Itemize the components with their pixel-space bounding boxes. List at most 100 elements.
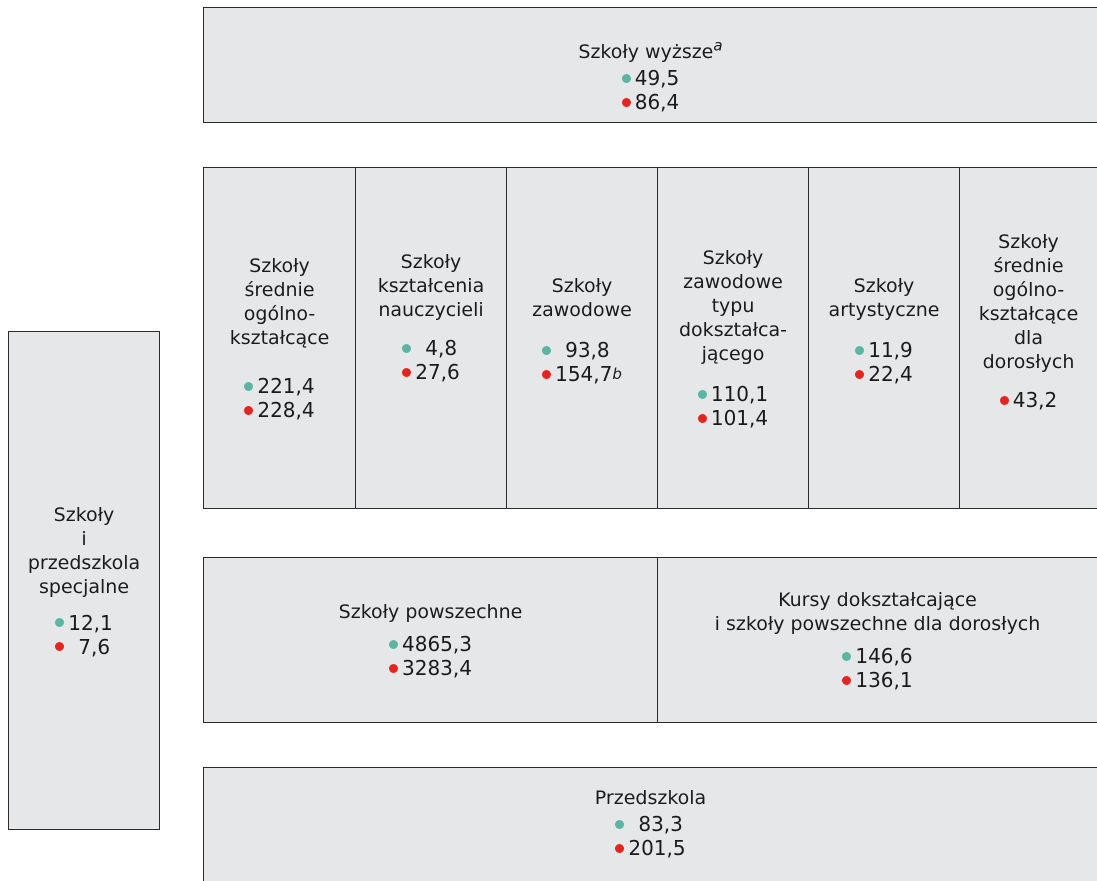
red-dot-icon [389,663,398,673]
values-szkoly-wyzsze: 49,5 86,4 [621,66,680,114]
value-row-red: 43,2 [999,388,1058,412]
cell-zawodowe: Szkoły zawodowe 93,8 154,7 b [506,168,657,508]
teal-dot-icon [244,381,254,391]
values-artystyczne: 11,9 22,4 [855,338,913,386]
values-powszechne: 4865,3 3283,4 [389,632,472,680]
value-row-teal: 93,8 [542,338,622,362]
value-row-red: 86,4 [621,90,680,114]
value-red: 43,2 [1012,388,1058,412]
value-red: 201,5 [628,836,686,860]
value-row-red: 7,6 [55,635,113,659]
cell-artystyczne: Szkoły artystyczne 11,9 22,4 [808,168,959,508]
values-zawodowe-dokszt: 110,1 101,4 [697,382,769,430]
teal-dot-icon [842,651,852,661]
box-primary-schools: Szkoły powszechne 4865,3 3283,4 Kursy do… [203,557,1097,723]
value-red: 154,7 [555,362,613,386]
value-red: 27,6 [415,360,460,384]
value-row-teal: 110,1 [697,382,769,406]
box-secondary-schools: Szkoły średnie ogólno- kształcące 221,4 … [203,167,1097,509]
value-row-teal: 12,1 [55,611,113,635]
value-teal: 146,6 [855,644,913,668]
teal-dot-icon [389,639,398,649]
cell-ksztalcenia-nauczycieli: Szkoły kształcenia nauczycieli 4,8 27,6 [355,168,506,508]
values-zawodowe: 93,8 154,7 b [542,338,622,386]
value-red: 228,4 [257,398,315,422]
value-red: 86,4 [634,90,680,114]
box-szkoly-wyzsze: Szkoły wyższea 49,5 86,4 [203,7,1097,123]
value-red: 7,6 [78,634,111,659]
value-red: 101,4 [710,406,769,430]
value-row-red: 3283,4 [389,656,472,680]
label-zawodowe-dokszt: Szkoły zawodowe typu dokształca- jącego [679,247,787,365]
cell-powszechne: Szkoły powszechne 4865,3 3283,4 [204,558,657,722]
label-specjalne: Szkoły i przedszkola specjalne [27,503,141,598]
value-teal: 110,1 [710,382,769,406]
teal-dot-icon [615,819,625,829]
values-ksztalcenia-nauczycieli: 4,8 27,6 [402,336,460,384]
red-dot-icon [615,843,625,853]
values-srednie-dorosli: 43,2 [999,388,1058,412]
value-row-red: 201,5 [615,836,686,860]
label-kursy: Kursy dokształcające i szkoły powszechne… [714,589,1041,635]
value-teal: 93,8 [565,338,610,362]
value-row-red: 101,4 [697,406,769,430]
values-przedszkola: 83,3 201,5 [615,812,686,860]
value-teal: 12,1 [68,610,113,635]
value-row-teal: 4865,3 [389,632,472,656]
value-row-red: 154,7 b [542,362,622,386]
value-red: 136,1 [855,668,913,692]
label-szkoly-wyzsze: Szkoły wyższe [578,41,714,63]
values-srednie-ogolnoksztalcace: 221,4 228,4 [244,374,315,422]
value-teal: 221,4 [257,374,315,398]
cell-specjalne: Szkoły i przedszkola specjalne 12,1 7,6 [9,332,159,829]
value-teal: 11,9 [868,338,913,362]
value-row-red: 136,1 [842,668,913,692]
label-srednie-ogolnoksztalcace: Szkoły średnie ogólno- kształcące [229,255,330,349]
red-dot-icon [621,97,631,107]
red-dot-icon [855,369,865,379]
value-row-teal: 11,9 [855,338,913,362]
teal-dot-icon [621,73,631,83]
value-row-teal: 221,4 [244,374,315,398]
cell-kursy: Kursy dokształcające i szkoły powszechne… [657,558,1097,722]
red-dot-icon [697,413,707,423]
value-row-red: 22,4 [855,362,913,386]
cell-przedszkola: Przedszkola 83,3 201,5 [204,768,1097,881]
cell-srednie-dorosli: Szkoły średnie ogólno- kształcące dla do… [959,168,1097,508]
value-row-teal: 4,8 [402,336,460,360]
label-ksztalcenia-nauczycieli: Szkoły kształcenia nauczycieli [377,251,485,321]
label-zawodowe: Szkoły zawodowe [532,275,632,321]
value-teal: 4865,3 [402,632,472,656]
red-dot-icon [542,369,552,379]
value-teal: 4,8 [425,336,458,360]
footnote-a: a [713,36,723,55]
cell-srednie-ogolnoksztalcace: Szkoły średnie ogólno- kształcące 221,4 … [204,168,355,508]
box-przedszkola: Przedszkola 83,3 201,5 [203,767,1097,881]
value-row-teal: 146,6 [842,644,913,668]
value-row-red: 228,4 [244,398,315,422]
red-dot-icon [402,367,412,377]
label-row: Szkoły wyższea [578,16,722,64]
label-srednie-dorosli: Szkoły średnie ogólno- kształcące dla do… [978,231,1079,373]
red-dot-icon [55,642,65,651]
red-dot-icon [999,395,1009,405]
cell-szkoly-wyzsze: Szkoły wyższea 49,5 86,4 [204,8,1097,122]
teal-dot-icon [55,618,65,627]
label-artystyczne: Szkoły artystyczne [828,275,940,321]
value-teal: 83,3 [638,812,683,836]
label-powszechne: Szkoły powszechne [338,601,523,623]
value-teal: 49,5 [634,66,680,90]
value-row-teal: 49,5 [621,66,680,90]
red-dot-icon [244,405,254,415]
value-red: 3283,4 [402,656,472,680]
teal-dot-icon [402,343,412,353]
value-row-teal: 83,3 [615,812,685,836]
cell-zawodowe-dokszt: Szkoły zawodowe typu dokształca- jącego … [657,168,808,508]
teal-dot-icon [542,345,552,355]
values-specjalne: 12,1 7,6 [55,611,113,659]
teal-dot-icon [697,389,707,399]
label-przedszkola: Przedszkola [594,787,707,809]
value-row-red: 27,6 [402,360,460,384]
value-red: 22,4 [868,362,913,386]
red-dot-icon [842,675,852,685]
